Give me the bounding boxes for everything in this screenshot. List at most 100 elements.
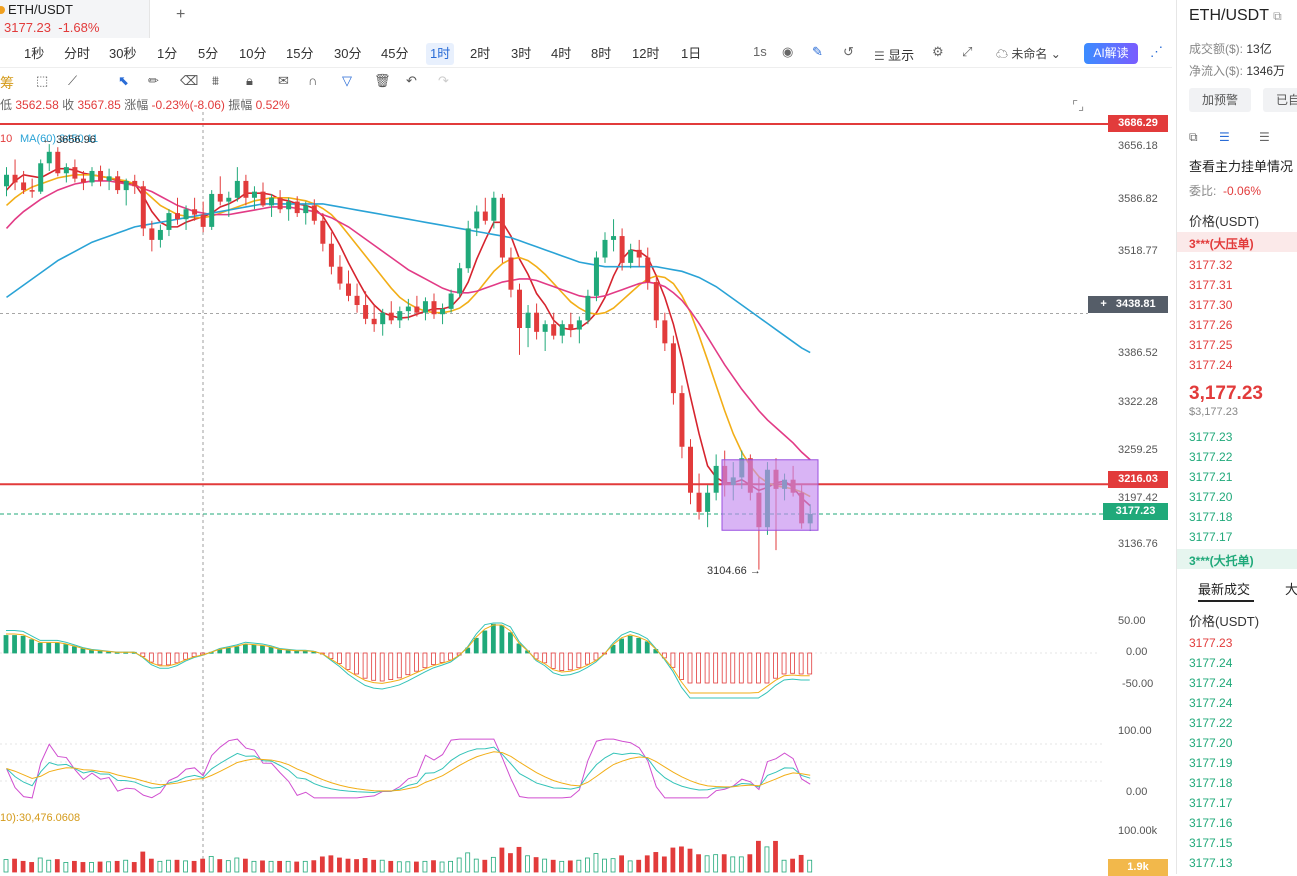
- timeframe-3[interactable]: 1分: [157, 46, 178, 61]
- macd-dif-line: [6, 622, 810, 699]
- ask-row[interactable]: 3177.24: [1189, 358, 1233, 372]
- candle-body: [175, 213, 180, 220]
- bid-row[interactable]: 3177.21: [1189, 470, 1233, 484]
- macd-bar: [354, 652, 359, 675]
- line-tool-icon[interactable]: ⟋: [68, 73, 78, 88]
- bid-row[interactable]: 3177.23: [1189, 430, 1233, 444]
- macd-bar: [448, 652, 454, 661]
- symbol-tab[interactable]: ETH/USDT 3177.23 -1.68%: [0, 0, 150, 38]
- speed-label[interactable]: 1s: [753, 44, 767, 59]
- note-icon[interactable]: ✉: [278, 73, 289, 88]
- volume-bar: [721, 854, 727, 873]
- macd-bar: [567, 652, 573, 671]
- timeframe-8[interactable]: 45分: [381, 46, 409, 61]
- timeframe-0[interactable]: 1秒: [24, 46, 45, 61]
- price-tick: 3586.82: [1118, 193, 1158, 206]
- timeframe-11[interactable]: 3时: [511, 46, 532, 61]
- share-icon[interactable]: ⋰: [1150, 44, 1163, 59]
- volume-bar: [790, 858, 795, 873]
- volume-bar: [798, 854, 804, 873]
- add-alert-button[interactable]: 加预警: [1189, 88, 1251, 112]
- book-view-icon[interactable]: ⧉: [1189, 130, 1198, 144]
- fullscreen-icon[interactable]: ⤢: [962, 44, 973, 59]
- candle-body: [705, 492, 711, 512]
- timeframe-5[interactable]: 10分: [239, 46, 267, 61]
- undo-icon[interactable]: ↶: [406, 73, 417, 88]
- volume-bar: [576, 859, 582, 873]
- display-settings-button[interactable]: ☰ 显示: [874, 48, 915, 63]
- tab-price: 3177.23 -1.68%: [4, 20, 100, 35]
- candlestick-chart[interactable]: [0, 112, 1172, 874]
- macd-bar: [89, 649, 94, 654]
- filter-icon[interactable]: ▽: [342, 73, 352, 88]
- timeframe-7[interactable]: 30分: [334, 46, 362, 61]
- candle-body: [251, 191, 257, 198]
- drawing-toolbar: 筹 ⬚ ⟋ ⬉ ✏ ⌫ ⩩ 🔒︎ ✉ ∩ ▽ 🗑︎ ↶ ↷: [0, 70, 1172, 94]
- timeframe-4[interactable]: 5分: [198, 46, 219, 61]
- measure-icon[interactable]: ⩩: [212, 73, 219, 88]
- timeframe-13[interactable]: 8时: [591, 46, 612, 61]
- added-button[interactable]: 已自: [1263, 88, 1297, 112]
- candle-body: [525, 312, 531, 329]
- ask-row[interactable]: 3177.30: [1189, 298, 1233, 312]
- lock-icon[interactable]: 🔒︎: [246, 73, 253, 88]
- bid-row[interactable]: 3177.22: [1189, 450, 1233, 464]
- bid-row[interactable]: 3177.17: [1189, 530, 1233, 544]
- ask-row[interactable]: 3177.31: [1189, 278, 1233, 292]
- timeframe-12[interactable]: 4时: [551, 46, 572, 61]
- volume-bar: [704, 855, 710, 873]
- big-ask-row[interactable]: 3***(大压单): [1177, 232, 1297, 252]
- settings-icon[interactable]: ⚙: [932, 44, 944, 59]
- volume-bar: [773, 840, 778, 873]
- book-ask-view-icon[interactable]: ☰: [1219, 130, 1230, 144]
- magnet-icon[interactable]: ∩: [308, 73, 318, 88]
- cursor-tool-icon[interactable]: ⬚: [36, 73, 49, 88]
- replay-icon[interactable]: ↺: [843, 44, 854, 59]
- bid-row[interactable]: 3177.18: [1189, 510, 1233, 524]
- copy-icon[interactable]: ⧉: [1273, 9, 1282, 23]
- book-bid-view-icon[interactable]: ☰: [1259, 130, 1270, 144]
- candle-body: [157, 229, 163, 240]
- timeframe-2[interactable]: 30秒: [109, 46, 137, 61]
- trash-icon[interactable]: 🗑︎: [374, 73, 391, 88]
- candle-body: [55, 151, 61, 174]
- pencil-icon[interactable]: ✏: [148, 73, 159, 88]
- draw-pen-icon[interactable]: ✎: [812, 44, 823, 59]
- timeframe-15[interactable]: 1日: [681, 46, 702, 61]
- timeframe-10[interactable]: 2时: [470, 46, 491, 61]
- redo-icon[interactable]: ↷: [438, 73, 449, 88]
- volume-bar: [89, 862, 94, 873]
- candle-body: [499, 197, 505, 258]
- tab-latest-trades[interactable]: 最新成交: [1198, 582, 1251, 597]
- volume-bar: [559, 860, 565, 873]
- volume-bar: [567, 860, 573, 873]
- camera-icon[interactable]: ◉: [782, 44, 794, 59]
- chips-label[interactable]: 筹: [0, 75, 14, 91]
- macd-bar: [422, 652, 428, 669]
- ask-row[interactable]: 3177.26: [1189, 318, 1233, 332]
- ohlc-info: 低 3562.58 收 3567.85 涨幅 -0.23%(-8.06) 振幅 …: [0, 98, 290, 112]
- timeframe-1[interactable]: 分时: [64, 46, 91, 61]
- select-tool-icon[interactable]: ⬉: [118, 73, 129, 88]
- volume-bar: [371, 859, 377, 873]
- ask-row[interactable]: 3177.25: [1189, 338, 1233, 352]
- bid-row[interactable]: 3177.20: [1189, 490, 1233, 504]
- big-bid-row[interactable]: 3***(大托单): [1177, 549, 1297, 569]
- add-tab-icon[interactable]: +: [176, 6, 186, 23]
- ai-analysis-button[interactable]: AI解读: [1084, 43, 1138, 64]
- ask-row[interactable]: 3177.32: [1189, 258, 1233, 272]
- candle-body: [21, 182, 27, 191]
- crosshair-price-tag[interactable]: + 3438.81: [1088, 296, 1168, 313]
- timeframe-9[interactable]: 1时: [426, 43, 455, 65]
- layout-selector[interactable]: ☁ 未命名 ⌄: [996, 47, 1061, 61]
- volume-bar: [183, 860, 188, 873]
- price-tick: 3518.77: [1118, 245, 1158, 258]
- timeframe-6[interactable]: 15分: [286, 46, 314, 61]
- expand-icon[interactable]: ⌜⌟: [1072, 98, 1085, 113]
- book-title[interactable]: 查看主力挂单情况: [1189, 159, 1294, 174]
- eraser-icon[interactable]: ⌫: [180, 73, 199, 88]
- volume-bar: [679, 846, 684, 873]
- tab-large-trades[interactable]: 大: [1285, 582, 1297, 597]
- volume-bar: [456, 857, 462, 873]
- timeframe-14[interactable]: 12时: [632, 46, 660, 61]
